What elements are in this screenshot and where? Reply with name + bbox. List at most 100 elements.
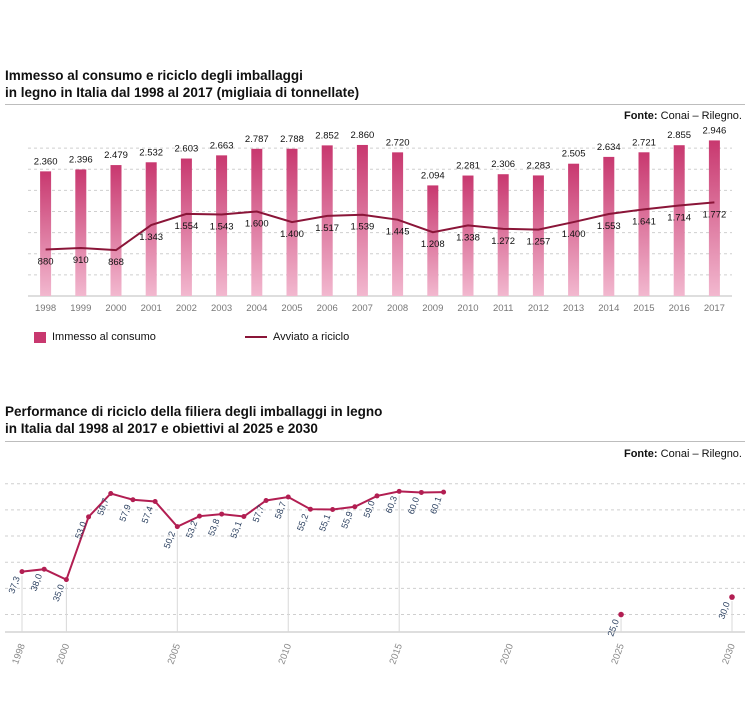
line-label-2011: 1.272 [491, 236, 515, 247]
perf-label-2003: 57,9 [117, 503, 132, 523]
x-tick-2003: 2003 [211, 303, 232, 314]
chart1-top-rule [5, 104, 745, 105]
legend-line-swatch [245, 336, 267, 338]
line-label-2014: 1.553 [597, 221, 621, 232]
line-label-2000: 868 [108, 257, 124, 268]
line-label-2013: 1.400 [562, 229, 586, 240]
chart2-title-line2: in Italia dal 1998 al 2017 e obiettivi a… [5, 421, 318, 436]
perf-point-2017 [441, 489, 447, 495]
chart1-source-text: Conai – Rilegno. [660, 110, 742, 122]
x-tick-2006: 2006 [317, 303, 338, 314]
bar-2004 [251, 148, 263, 296]
perf-label-2008: 53,1 [228, 520, 243, 540]
x-tick-2016: 2016 [669, 303, 690, 314]
bar-label-1999: 2.396 [69, 154, 93, 165]
chart2-title: Performance di riciclo della filiera deg… [5, 403, 382, 437]
line-label-2010: 1.338 [456, 232, 480, 243]
target-label-2030: 30,0 [716, 600, 731, 620]
chart1-source-label: Fonte: [623, 110, 658, 122]
perf-point-1998 [19, 569, 25, 575]
perf-point-2009 [263, 497, 269, 503]
x-tick-2005: 2005 [281, 303, 302, 314]
bar-label-2003: 2.663 [210, 140, 234, 151]
bar-2007 [356, 144, 368, 296]
perf-point-2011 [307, 506, 313, 512]
performance-line [21, 490, 444, 582]
bar-2016 [673, 145, 685, 296]
perf-point-2015 [396, 488, 402, 494]
x-tick-2014: 2014 [598, 303, 619, 314]
x-tick-2000: 2000 [105, 303, 126, 314]
x-tick-2015: 2015 [633, 303, 654, 314]
line-label-2008: 1.445 [386, 227, 410, 238]
line-label-1999: 910 [73, 255, 89, 266]
bar-2000 [110, 165, 122, 296]
perf-point-2010 [285, 494, 291, 500]
perf-label-2013: 55,9 [339, 510, 354, 530]
x-tick-2010: 2010 [457, 303, 478, 314]
chart1-source: Fonte: Conai – Rilegno. [624, 110, 742, 122]
perf-label-2017: 60,1 [428, 495, 443, 515]
perf-label-2001: 53,0 [73, 520, 88, 540]
bar-2011 [497, 174, 509, 296]
bar-label-2015: 2.721 [632, 137, 656, 148]
bar-label-2014: 2.634 [597, 142, 621, 153]
line-label-2005: 1.400 [280, 229, 304, 240]
perf-point-2005 [174, 524, 180, 530]
perf-point-2000 [63, 577, 69, 583]
chart1-title: Immesso al consumo e riciclo degli imbal… [5, 67, 359, 101]
x2-tick-2010: 2010 [277, 642, 295, 666]
x2-tick-2005: 2005 [166, 642, 184, 666]
x2-tick-2000: 2000 [55, 642, 73, 666]
perf-label-2002: 59,7 [95, 497, 110, 517]
bar-2001 [145, 162, 157, 296]
chart1-title-line1: Immesso al consumo e riciclo degli imbal… [5, 68, 303, 83]
perf-label-2016: 60,0 [406, 496, 421, 516]
chart1-svg: 2.360 1998 2.396 1999 2.479 2000 2.532 2001 2.60… [28, 125, 732, 314]
bar-2009 [427, 185, 439, 296]
x-tick-2017: 2017 [704, 303, 725, 314]
perf-point-2006 [197, 513, 202, 519]
line-label-2001: 1.343 [139, 232, 163, 243]
perf-point-2004 [152, 499, 158, 505]
bar-label-2008: 2.720 [386, 137, 410, 148]
line-label-2009: 1.208 [421, 239, 445, 250]
bar-2015 [638, 152, 650, 296]
bar-label-1998: 2.360 [34, 156, 58, 167]
bar-label-2009: 2.094 [421, 170, 445, 181]
recycle-line [45, 201, 715, 252]
line-label-2007: 1.539 [351, 222, 375, 233]
x-tick-1998: 1998 [35, 303, 56, 314]
bar-label-2005: 2.788 [280, 134, 304, 145]
line-label-2017: 1.772 [703, 209, 727, 220]
x-tick-2004: 2004 [246, 303, 267, 314]
perf-label-2010: 58,7 [273, 500, 288, 520]
legend-bar-swatch [34, 331, 46, 343]
x-tick-2009: 2009 [422, 303, 443, 314]
legend-line-label: Avviato a riciclo [273, 331, 350, 343]
target-point-2030 [729, 594, 735, 600]
perf-label-2000: 35,0 [51, 583, 66, 603]
bar-2006 [321, 145, 333, 296]
x-tick-2008: 2008 [387, 303, 408, 314]
line-label-1998: 880 [38, 257, 54, 268]
perf-point-2014 [374, 493, 380, 499]
perf-point-2007 [219, 511, 225, 517]
bar-2008 [392, 152, 404, 296]
x-tick-2012: 2012 [528, 303, 549, 314]
bar-2013 [568, 163, 580, 296]
perf-label-2012: 55,1 [317, 513, 332, 533]
chart2-top-rule [5, 441, 745, 442]
x2-tick-2020: 2020 [498, 642, 516, 666]
perf-label-1999: 38,0 [29, 572, 44, 592]
perf-point-2003 [130, 497, 136, 503]
line-label-2016: 1.714 [667, 212, 691, 223]
line-label-2003: 1.543 [210, 222, 234, 233]
bar-label-2012: 2.283 [527, 160, 551, 171]
bar-label-2010: 2.281 [456, 161, 480, 172]
x2-tick-1998: 1998 [10, 642, 28, 666]
perf-point-2012 [330, 507, 336, 513]
legend-item-line: Avviato a riciclo [245, 331, 349, 343]
line-label-2004: 1.600 [245, 219, 269, 230]
perf-label-2011: 55,2 [295, 512, 310, 532]
